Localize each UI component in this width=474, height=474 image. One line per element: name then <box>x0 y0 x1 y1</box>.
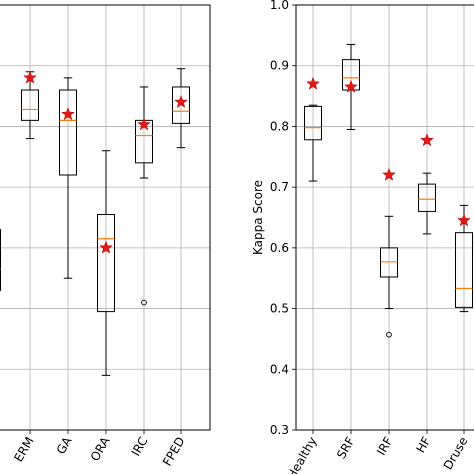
box-body <box>342 59 360 91</box>
x-tick-label: Druse <box>441 435 471 473</box>
mean-star <box>137 117 151 131</box>
mean-star <box>344 79 358 93</box>
left-boxplot-panel: PERMGAORAIRCFPED <box>0 4 211 469</box>
x-tick-label: IRF <box>374 434 396 457</box>
mean-star <box>382 167 396 181</box>
box-body <box>59 89 77 176</box>
y-tick-label: 0.6 <box>270 241 289 255</box>
box-body <box>418 183 436 212</box>
mean-star <box>61 107 75 121</box>
axes-frame <box>295 4 474 431</box>
box-body <box>97 213 115 313</box>
y-axis-label: Kappa Score <box>251 180 265 255</box>
axes-frame <box>0 4 211 431</box>
x-tick-label: HF <box>414 434 434 455</box>
x-tick-label: IRC <box>129 435 151 459</box>
x-tick-label: ERM <box>11 435 36 465</box>
y-tick-label: 0.8 <box>270 119 289 133</box>
outlier-point <box>386 331 392 338</box>
box-body <box>455 232 473 308</box>
box-body <box>304 105 322 141</box>
x-tick-label: ORA <box>88 434 113 464</box>
box-body <box>0 229 1 291</box>
mean-star <box>99 240 113 254</box>
x-tick-label: Healthy <box>284 435 319 474</box>
mean-star <box>174 94 188 108</box>
y-tick-label: 0.9 <box>270 59 289 73</box>
y-tick-label: 0.5 <box>270 302 289 316</box>
outlier-point <box>141 299 147 306</box>
box-body <box>21 89 39 121</box>
box-body <box>172 86 190 124</box>
mean-star <box>420 133 434 147</box>
right-boxplot-panel: 0.3 0.4 0.5 0.6 0.7 0.8 0.9 1.0 Kappa Score Healt… <box>251 0 474 474</box>
mean-star <box>306 76 320 90</box>
y-tick-label: 1.0 <box>270 0 289 12</box>
x-tick-label: FPED <box>160 435 188 469</box>
y-tick-label: 0.3 <box>270 423 289 437</box>
mean-star <box>457 213 471 227</box>
y-tick-label: 0.7 <box>270 180 289 194</box>
y-tick-label: 0.4 <box>270 362 289 376</box>
box-body <box>380 247 398 278</box>
x-tick-label: SRF <box>334 434 358 461</box>
x-tick-label: GA <box>54 434 75 457</box>
mean-star <box>23 70 37 84</box>
